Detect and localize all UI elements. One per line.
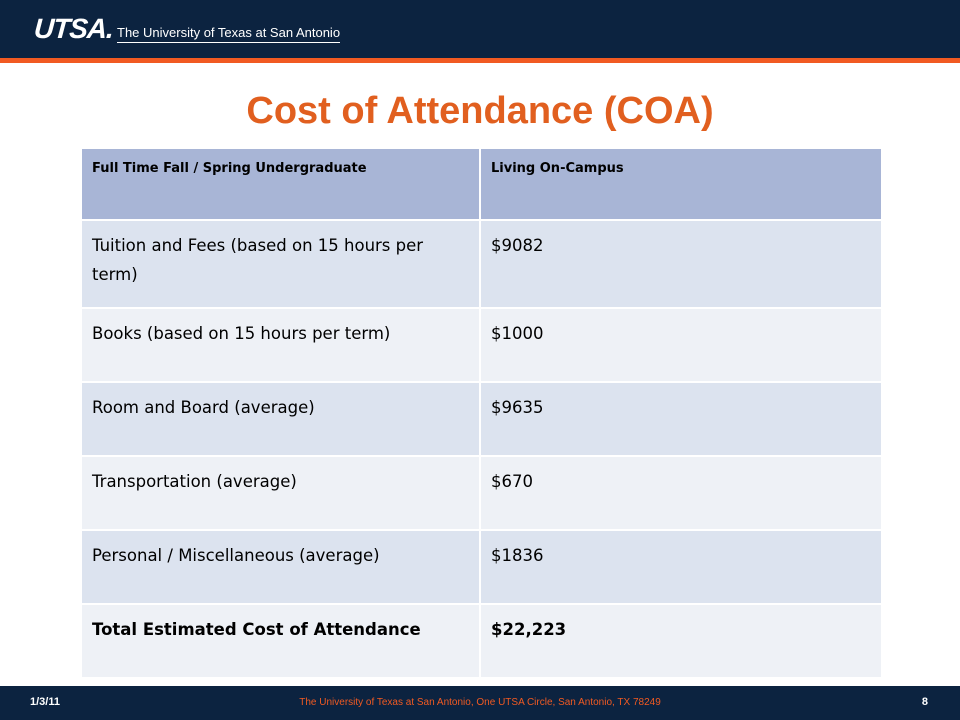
slide-title: Cost of Attendance (COA)	[246, 90, 714, 132]
footer-bar	[0, 686, 960, 720]
column-header-living: Living On-Campus	[479, 147, 883, 221]
page-number: 8	[921, 696, 928, 708]
column-header-category: Full Time Fall / Spring Undergraduate	[80, 147, 481, 221]
total-label: Total Estimated Cost of Attendance	[80, 603, 481, 679]
cost-of-attendance-table: Full Time Fall / Spring Undergraduate Li…	[80, 147, 883, 679]
row-amount: $9635	[479, 381, 883, 457]
row-amount: $1000	[479, 307, 883, 383]
table-total-row: Total Estimated Cost of Attendance $22,2…	[80, 603, 883, 679]
table-row: Transportation (average) $670	[80, 455, 883, 531]
table-row: Personal / Miscellaneous (average) $1836	[80, 529, 883, 605]
table-header-row: Full Time Fall / Spring Undergraduate Li…	[80, 147, 883, 221]
footer-date: 1/3/11	[30, 696, 60, 708]
row-item: Transportation (average)	[80, 455, 481, 531]
total-amount: $22,223	[479, 603, 883, 679]
row-item: Room and Board (average)	[80, 381, 481, 457]
logo-mark: UTSA.	[32, 13, 115, 44]
table-row: Books (based on 15 hours per term) $1000	[80, 307, 883, 383]
row-amount: $1836	[479, 529, 883, 605]
row-amount: $670	[479, 455, 883, 531]
row-item: Books (based on 15 hours per term)	[80, 307, 481, 383]
header-accent-rule	[0, 58, 960, 63]
logo-text: The University of Texas at San Antonio	[117, 26, 341, 43]
table-row: Tuition and Fees (based on 15 hours per …	[80, 219, 883, 309]
row-item: Personal / Miscellaneous (average)	[80, 529, 481, 605]
table-row: Room and Board (average) $9635	[80, 381, 883, 457]
header-bar	[0, 0, 960, 58]
utsa-logo: UTSA. The University of Texas at San Ant…	[32, 13, 341, 44]
row-amount: $9082	[479, 219, 883, 309]
footer-address: The University of Texas at San Antonio, …	[299, 697, 661, 708]
row-item: Tuition and Fees (based on 15 hours per …	[80, 219, 481, 309]
